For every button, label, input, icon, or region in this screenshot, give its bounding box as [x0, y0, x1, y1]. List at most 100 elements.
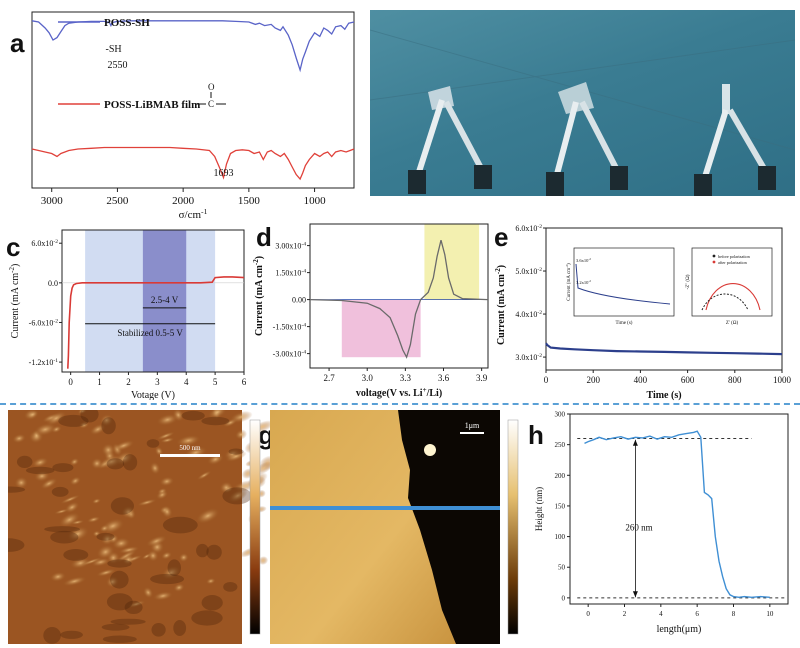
afm-f-grain	[31, 457, 49, 468]
afm-f-valley	[222, 487, 252, 505]
y-axis-label-d: Current (mA cm-2)	[252, 256, 265, 336]
afm-f-grain	[149, 461, 161, 475]
afm-f-valley	[80, 410, 99, 423]
x-tick-label-c: 5	[213, 377, 218, 387]
afm-f-grain	[89, 423, 106, 436]
afm-f-grain	[92, 498, 101, 504]
x-axis-label-a: σ/cm-1	[179, 207, 208, 221]
arrow-head-top	[632, 439, 638, 446]
afm-f-valley	[196, 543, 209, 558]
y-tick-label-e: 5.0x10-2	[515, 267, 542, 276]
series-line-height	[584, 430, 770, 599]
afm-f-valley	[101, 623, 130, 631]
tweezers-3	[694, 84, 776, 196]
inset-2-legend-marker	[712, 254, 716, 258]
afm-f-grain	[69, 457, 80, 466]
x-tick-label-e: 200	[586, 375, 600, 385]
afm-image-g: 1μm	[270, 410, 519, 644]
afm-f-valley	[8, 538, 25, 552]
afm-f-grain	[258, 556, 269, 565]
y-tick-label-h: 50	[558, 564, 566, 572]
inset-2-x-label: Z' (Ω)	[726, 321, 739, 326]
afm-f-grain	[92, 530, 101, 537]
afm-f-grain	[27, 410, 38, 419]
afm-f-grain	[77, 410, 88, 415]
colorbar-g	[507, 419, 519, 635]
y-tick-label-e: 4.0x10-2	[515, 310, 542, 319]
inset-2-legend-label: after polarization	[718, 260, 748, 265]
afm-f-grain	[60, 494, 81, 504]
afm-f-grain	[196, 507, 220, 524]
afm-f-grain	[86, 516, 101, 523]
x-axis-label-h: length(μm)	[657, 624, 702, 635]
section-divider	[0, 403, 800, 405]
afm-f-valley	[63, 549, 89, 561]
scale-bar-f	[160, 454, 220, 457]
afm-f-grain	[112, 537, 131, 550]
y-tick-label-h: 100	[555, 533, 566, 541]
x-tick-label-a: 1500	[238, 195, 261, 207]
tweezers-2	[546, 82, 628, 196]
afm-f-valley	[58, 414, 89, 427]
afm-g-particle	[424, 444, 436, 456]
x-tick-label-h: 0	[586, 610, 590, 618]
annotation-range-2-5-4: 2.5-4 V	[151, 295, 179, 305]
afm-f-grain	[178, 552, 189, 563]
afm-f-grain	[101, 443, 116, 457]
afm-f-valley	[16, 455, 33, 468]
afm-f-valley	[43, 627, 61, 644]
inset-1-y-tick-label: 3.6x10-2	[576, 257, 591, 263]
annotation-1693: 1693	[213, 168, 233, 179]
afm-f-grain	[208, 410, 228, 420]
x-tick-label-h: 2	[623, 610, 627, 618]
afm-f-grain	[96, 544, 115, 560]
afm-f-valley	[60, 630, 83, 639]
afm-f-valley	[50, 530, 79, 544]
y-axis-label-e: Current (mA cm-2)	[494, 265, 507, 345]
x-tick-label-h: 8	[732, 610, 736, 618]
tweezers-1	[408, 86, 492, 194]
y-axis-label-h: Height (nm)	[534, 487, 544, 531]
x-tick-label-c: 6	[242, 377, 247, 387]
inset-2-after-arc	[705, 283, 761, 311]
chart-c-lsv: 0 1 2 3 4 5 6 6.0x10-2 0.0 -6.0x10-2 -1.2x10-1 Vota…	[8, 229, 247, 400]
inset-1-x-label: Time (s)	[616, 321, 633, 326]
inset-2-legend-marker	[712, 260, 716, 264]
x-tick-label-h: 6	[695, 610, 699, 618]
series-line-lsv	[67, 276, 245, 369]
afm-f-valley	[151, 623, 166, 637]
annotation-carbonyl-o: O	[208, 82, 215, 92]
afm-f-valley	[228, 448, 244, 455]
afm-f-valley	[8, 486, 26, 493]
afm-f-grain	[225, 451, 247, 462]
y-tick-label-h: 0	[562, 594, 566, 602]
annotation-sh: -SH	[106, 44, 122, 55]
afm-f-valley	[101, 417, 116, 435]
x-tick-label-e: 400	[634, 375, 648, 385]
scale-label-f: 500 nm	[179, 444, 201, 452]
annotation-carbonyl-c: C	[208, 99, 214, 109]
afm-f-valley	[44, 526, 80, 533]
afm-f-grain	[206, 577, 216, 585]
afm-image-f: 500 nm	[8, 410, 270, 644]
plot-frame-a	[31, 11, 355, 189]
afm-f-grain	[176, 435, 201, 447]
x-tick-label-c: 1	[97, 377, 102, 387]
chart-a-ftir: POSS-SH POSS-LiBMAB film 3000 2500 2000 1500 1…	[31, 11, 355, 221]
y-tick-label-c: -1.2x10-1	[29, 358, 59, 367]
shaded-band-c-1	[142, 230, 187, 372]
inset-1-frame	[573, 247, 675, 317]
afm-f-valley	[51, 486, 69, 497]
inset-1-y-tick-label: 3.2x10-2	[576, 279, 591, 285]
afm-f-grain	[40, 477, 58, 490]
y-tick-label-h: 150	[555, 502, 566, 510]
inset-1-line	[575, 263, 671, 305]
afm-f-grain	[70, 519, 85, 525]
y-tick-label-h: 250	[555, 441, 566, 449]
scale-bar-g	[460, 432, 484, 434]
afm-f-grain	[161, 565, 181, 580]
arrow-head-bottom	[632, 591, 638, 598]
afm-f-grain	[219, 481, 233, 494]
afm-f-grain	[154, 446, 164, 457]
afm-f-grain	[229, 410, 253, 424]
